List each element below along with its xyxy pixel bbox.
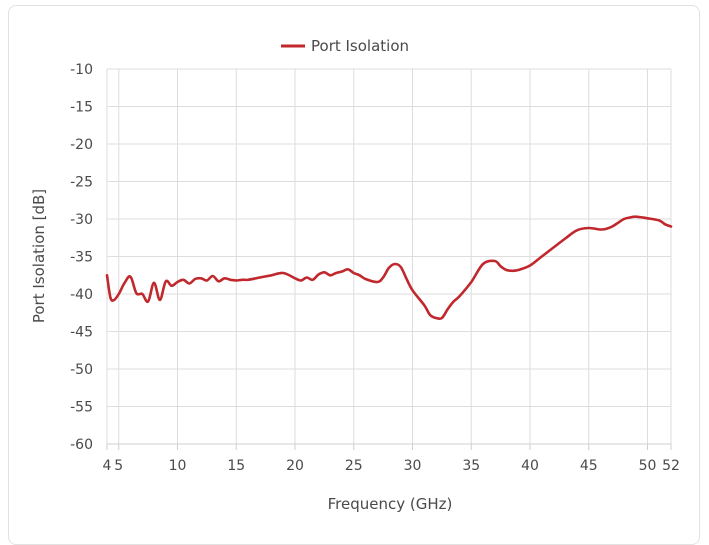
x-tick-label: 45 (580, 458, 598, 474)
x-tick-label: 30 (404, 458, 422, 474)
x-tick-label: 4 (103, 458, 112, 474)
series-line-port-isolation (105, 215, 673, 321)
x-tick-label: 20 (286, 458, 304, 474)
y-tick-labels: -10 -15 -20 -25 -30 -35 -40 -45 -50 -55 -60 (70, 62, 93, 453)
x-tick-label: 25 (345, 458, 363, 474)
legend[interactable]: Port Isolation (281, 37, 409, 55)
y-tick-label: -55 (70, 400, 93, 416)
y-tick-label: -30 (70, 212, 93, 228)
x-tick-labels: 4 5 10 15 20 25 30 35 40 45 50 52 (103, 458, 680, 474)
x-tick-label: 50 (639, 458, 657, 474)
line-chart: -10 -15 -20 -25 -30 -35 -40 -45 -50 -55 -60 4 5 10 15… (30, 37, 680, 513)
y-tick-label: -10 (70, 62, 93, 78)
y-tick-label: -20 (70, 137, 93, 153)
x-tick-label: 10 (169, 458, 187, 474)
y-axis-title: Port Isolation [dB] (30, 189, 48, 323)
y-tick-label: -35 (70, 250, 93, 266)
x-tick-label: 5 (114, 458, 123, 474)
y-tick-label: -45 (70, 325, 93, 341)
grid-lines (106, 68, 672, 450)
y-tick-label: -40 (70, 287, 93, 303)
x-tick-label: 35 (462, 458, 480, 474)
x-tick-label: 40 (521, 458, 539, 474)
y-tick-label: -25 (70, 175, 93, 191)
x-axis-title: Frequency (GHz) (328, 495, 453, 513)
y-tick-label: -50 (70, 362, 93, 378)
x-tick-label: 52 (662, 458, 680, 474)
legend-label: Port Isolation (311, 37, 409, 55)
y-tick-label: -60 (70, 437, 93, 453)
x-tick-label: 15 (227, 458, 245, 474)
y-tick-label: -15 (70, 100, 93, 116)
series-layer (105, 215, 673, 321)
